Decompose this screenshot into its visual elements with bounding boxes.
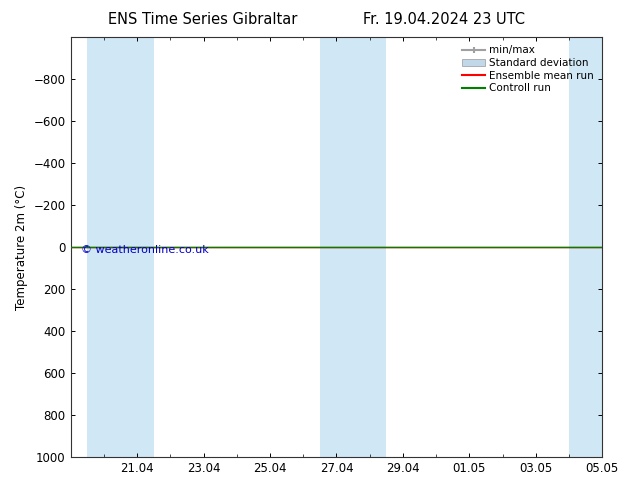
Text: © weatheronline.co.uk: © weatheronline.co.uk bbox=[81, 245, 209, 255]
Text: Fr. 19.04.2024 23 UTC: Fr. 19.04.2024 23 UTC bbox=[363, 12, 525, 27]
Text: ENS Time Series Gibraltar: ENS Time Series Gibraltar bbox=[108, 12, 297, 27]
Bar bbox=[320, 37, 386, 457]
Legend: min/max, Standard deviation, Ensemble mean run, Controll run: min/max, Standard deviation, Ensemble me… bbox=[459, 42, 597, 97]
Bar bbox=[569, 37, 619, 457]
Bar bbox=[87, 37, 153, 457]
Y-axis label: Temperature 2m (°C): Temperature 2m (°C) bbox=[15, 185, 28, 310]
